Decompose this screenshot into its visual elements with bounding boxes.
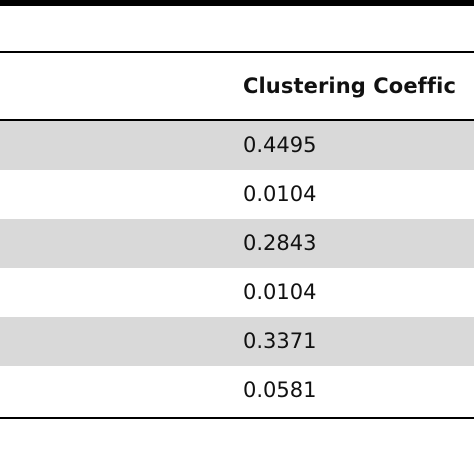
clustering-value-cell: 0.0104: [243, 182, 317, 206]
clustering-value-cell: 0.0581: [243, 378, 317, 402]
row-name-cell: [0, 268, 230, 317]
table-row: 0.4495: [0, 121, 474, 170]
table-body: 0.4495 0.0104 0.2843 0.0104 0.3371 0.058…: [0, 121, 474, 415]
clustering-value-cell: 0.2843: [243, 231, 317, 255]
row-name-cell: [0, 366, 230, 415]
table-top-rule: [0, 51, 474, 53]
table-header-rule: [0, 119, 474, 121]
header-cell-clustering-coefficient: Clustering Coeffic: [243, 74, 456, 98]
top-band: [0, 0, 474, 6]
table-row: 0.2843: [0, 219, 474, 268]
row-name-cell: [0, 317, 230, 366]
clustering-value-cell: 0.4495: [243, 133, 317, 157]
row-name-cell: [0, 121, 230, 170]
clustering-value-cell: 0.0104: [243, 280, 317, 304]
row-name-cell: [0, 170, 230, 219]
header-cell-name: [0, 53, 230, 119]
clustering-value-cell: 0.3371: [243, 329, 317, 353]
row-name-cell: [0, 219, 230, 268]
table-row: 0.0104: [0, 268, 474, 317]
table-row: 0.3371: [0, 317, 474, 366]
table-header-row: Clustering Coeffic: [0, 53, 474, 119]
table-bottom-rule: [0, 417, 474, 419]
table-row: 0.0104: [0, 170, 474, 219]
table-row: 0.0581: [0, 366, 474, 415]
